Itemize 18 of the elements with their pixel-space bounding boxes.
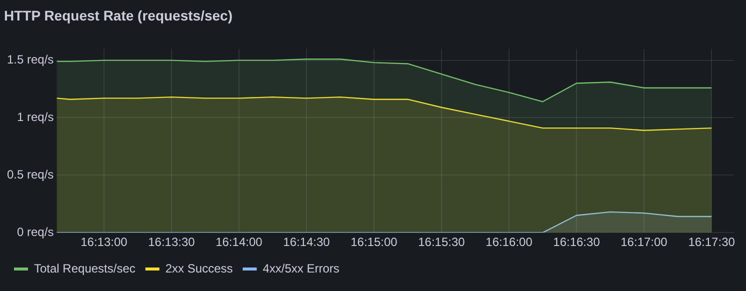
x-tick-label: 16:15:30 [418, 235, 466, 250]
legend-label: Total Requests/sec [34, 261, 136, 276]
legend-label: 2xx Success [165, 261, 233, 276]
x-tick-label: 16:13:30 [148, 235, 196, 250]
y-tick-label: 1.5 req/s [6, 52, 54, 67]
legend-label: 4xx/5xx Errors [262, 261, 340, 276]
x-tick-label: 16:17:00 [620, 235, 668, 250]
x-tick-label: 16:13:00 [80, 235, 128, 250]
x-tick-label: 16:17:30 [688, 235, 736, 250]
y-tick-label: 1 req/s [17, 110, 54, 124]
x-tick-label: 16:14:00 [216, 235, 263, 250]
x-tick-label: 16:15:00 [350, 235, 398, 250]
x-tick-label: 16:16:00 [486, 235, 533, 250]
x-tick-label: 16:16:30 [553, 235, 600, 250]
y-tick-label: 0 req/s [17, 224, 54, 239]
x-tick-label: 16:14:30 [283, 235, 330, 250]
chart-title: HTTP Request Rate (requests/sec) [4, 7, 232, 24]
y-tick-label: 0.5 req/s [6, 167, 54, 182]
